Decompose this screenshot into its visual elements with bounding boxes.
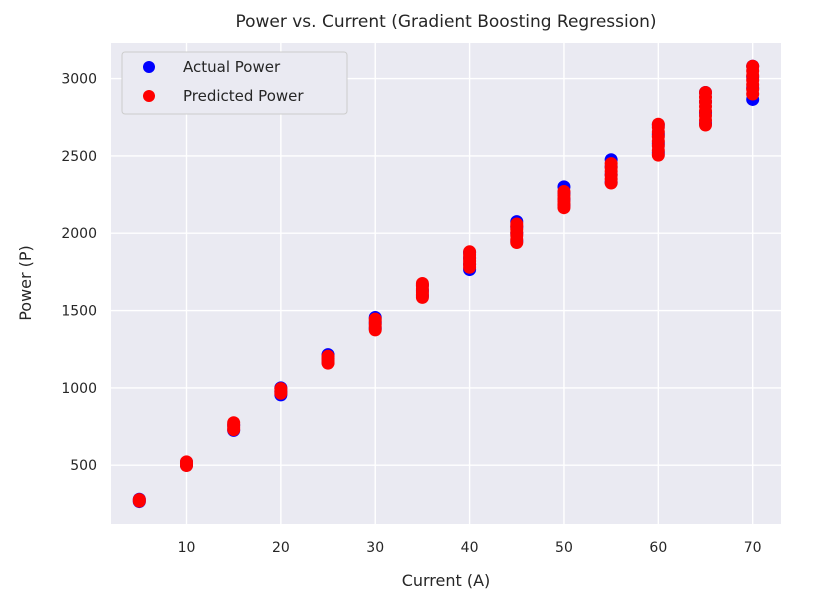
data-point xyxy=(132,493,146,507)
data-points xyxy=(132,59,760,509)
x-tick-label: 30 xyxy=(366,540,384,556)
data-point xyxy=(510,217,524,231)
legend-marker-actual xyxy=(143,61,155,73)
chart-title: Power vs. Current (Gradient Boosting Reg… xyxy=(235,12,656,32)
y-axis-label: Power (P) xyxy=(16,245,35,321)
data-point xyxy=(274,382,288,396)
data-point xyxy=(321,349,335,363)
data-point xyxy=(604,157,618,171)
legend-box xyxy=(121,51,348,115)
y-ticks: 500 1000 1500 2000 2500 3000 xyxy=(61,72,97,475)
y-tick-label: 2000 xyxy=(61,226,97,242)
legend-label-predicted: Predicted Power xyxy=(183,87,304,105)
legend-marker-predicted xyxy=(143,90,155,102)
data-point xyxy=(227,416,241,430)
x-tick-label: 60 xyxy=(649,540,667,556)
data-point xyxy=(415,277,429,290)
y-tick-label: 500 xyxy=(70,458,97,474)
y-tick-label: 3000 xyxy=(61,72,97,88)
plot-area xyxy=(111,43,781,524)
y-tick-label: 2500 xyxy=(61,149,97,165)
y-tick-label: 1000 xyxy=(61,381,97,397)
data-point xyxy=(557,184,571,198)
data-point xyxy=(699,85,713,99)
x-tick-label: 20 xyxy=(272,540,290,556)
data-point xyxy=(463,245,477,259)
series-predicted-power xyxy=(132,59,760,508)
x-tick-label: 40 xyxy=(461,540,479,556)
x-tick-label: 50 xyxy=(555,540,573,556)
y-tick-label: 1500 xyxy=(61,304,97,320)
x-tick-label: 70 xyxy=(744,540,762,556)
legend: Actual Power Predicted Power xyxy=(121,51,348,115)
data-point xyxy=(179,455,193,469)
data-point xyxy=(651,117,665,131)
data-point xyxy=(746,59,760,73)
x-axis-label: Current (A) xyxy=(402,571,491,590)
data-point xyxy=(368,312,382,326)
legend-label-actual: Actual Power xyxy=(183,58,281,76)
x-ticks: 10 20 30 40 50 60 70 xyxy=(178,540,762,556)
x-tick-label: 10 xyxy=(178,540,196,556)
